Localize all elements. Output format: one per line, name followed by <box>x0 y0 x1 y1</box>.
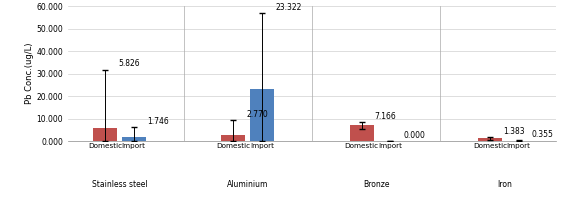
Text: 1.383: 1.383 <box>503 127 525 136</box>
Text: 7.166: 7.166 <box>375 112 396 121</box>
Text: Iron: Iron <box>497 180 512 189</box>
Text: 0.355: 0.355 <box>532 130 554 139</box>
Text: 2.770: 2.770 <box>247 110 268 119</box>
Bar <box>350 125 374 141</box>
Bar <box>221 135 246 141</box>
Text: 0.000: 0.000 <box>404 131 425 140</box>
Bar <box>478 138 502 141</box>
Text: Bronze: Bronze <box>363 180 390 189</box>
Bar <box>122 138 146 141</box>
Bar <box>250 89 274 141</box>
Text: Aluminium: Aluminium <box>227 180 268 189</box>
Text: 5.826: 5.826 <box>118 59 140 68</box>
Text: Stainless steel: Stainless steel <box>91 180 147 189</box>
Y-axis label: Pb Conc.(ug/L): Pb Conc.(ug/L) <box>24 43 33 104</box>
Bar <box>93 128 117 141</box>
Text: 23.322: 23.322 <box>275 3 302 12</box>
Text: 1.746: 1.746 <box>147 117 168 126</box>
